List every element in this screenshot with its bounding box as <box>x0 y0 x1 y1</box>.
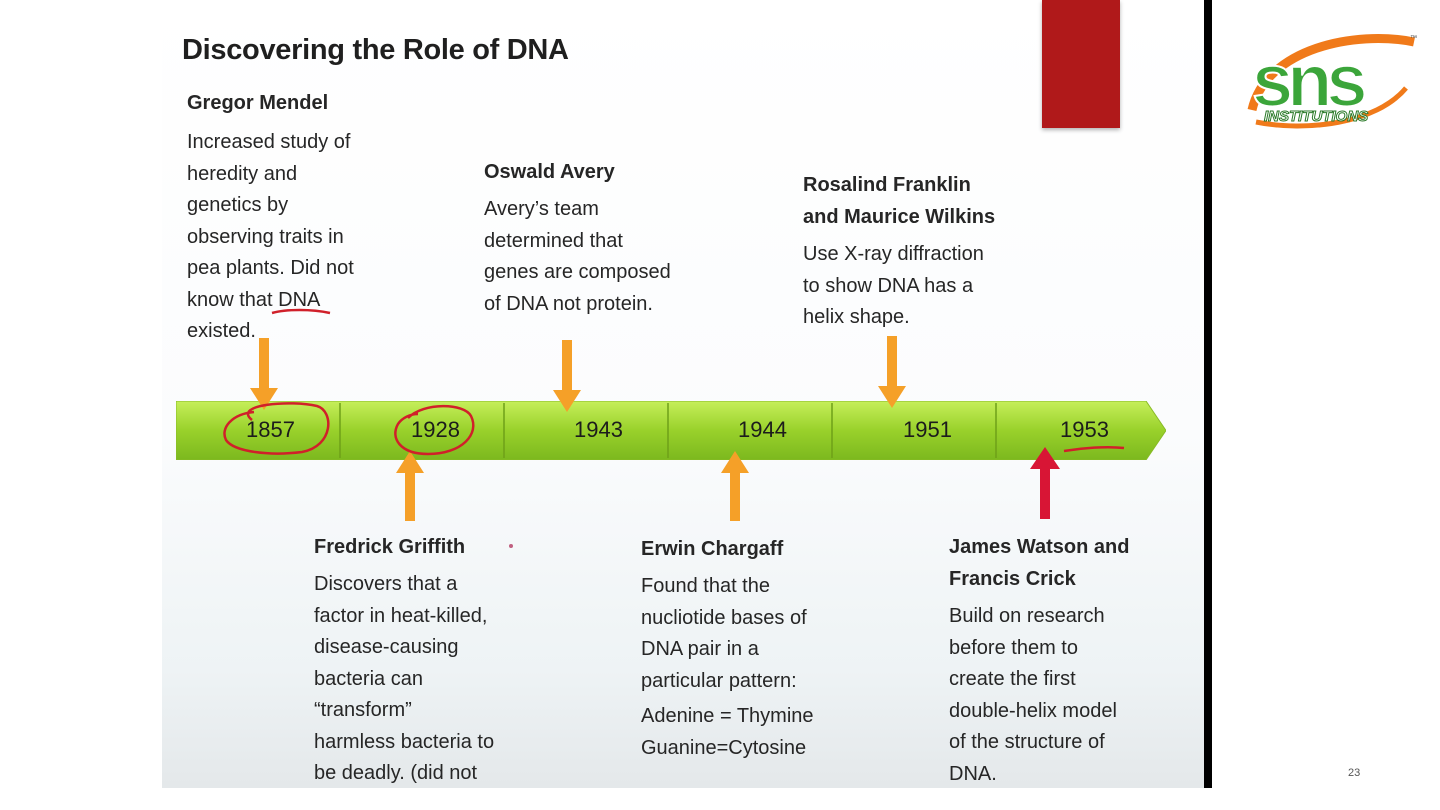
logo-letters: sns <box>1252 39 1365 122</box>
event-name: Erwin Chargaff <box>641 538 784 560</box>
slide-title: Discovering the Role of DNA <box>182 34 569 66</box>
ink-annotations-icon <box>223 308 1125 548</box>
event-name: Rosalind Franklin and Maurice Wilkins <box>803 174 996 228</box>
event-description: Build on research before them to create … <box>949 605 1117 785</box>
sns-logo: sns INSTITUTIONS ™ <box>1247 34 1417 129</box>
year-1928: 1928 <box>411 417 460 442</box>
arrow-up-icon <box>721 451 749 521</box>
event-name: James Watson and Francis Crick <box>949 536 1130 590</box>
event-description: Use X-ray diffraction to show DNA has a … <box>803 243 984 328</box>
timeline-bar <box>176 401 1166 460</box>
page-number: 23 <box>1348 767 1361 779</box>
logo-tm: ™ <box>1410 35 1417 42</box>
event-franklin-wilkins: Rosalind Franklin and Maurice Wilkins Us… <box>803 169 995 334</box>
event-name: Oswald Avery <box>484 161 615 183</box>
year-1953: 1953 <box>1060 417 1109 442</box>
year-1857: 1857 <box>246 417 295 442</box>
red-arrow-up-icon <box>1030 447 1060 519</box>
event-griffith: Fredrick Griffith Discovers that a facto… <box>314 531 494 788</box>
event-description: Discovers that a factor in heat-killed, … <box>314 573 495 784</box>
event-mendel: Gregor Mendel Increased study of heredit… <box>187 87 354 348</box>
event-avery: Oswald Avery Avery’s team determined tha… <box>484 156 671 320</box>
event-description: Increased study of heredity and genetics… <box>187 131 354 342</box>
year-1944: 1944 <box>738 417 787 442</box>
event-chargaff: Erwin Chargaff Found that the nucliotide… <box>641 533 814 764</box>
logo-subtitle: INSTITUTIONS <box>1264 108 1368 125</box>
event-description: Avery’s team determined that genes are c… <box>484 198 671 315</box>
slide-border <box>1204 0 1212 788</box>
event-name: Gregor Mendel <box>187 92 329 114</box>
event-watson-crick: James Watson and Francis Crick Build on … <box>949 531 1129 788</box>
arrow-down-icon <box>553 340 581 412</box>
arrow-down-icon <box>878 336 906 408</box>
arrow-up-icon <box>396 451 424 521</box>
year-1943: 1943 <box>574 417 623 442</box>
red-accent-block <box>1042 0 1120 128</box>
event-description: Found that the nucliotide bases of DNA p… <box>641 575 814 759</box>
slide: Discovering the Role of DNA Gregor Mende… <box>162 0 1204 788</box>
arrow-down-icon <box>250 338 278 410</box>
event-name: Fredrick Griffith <box>314 536 466 558</box>
year-1951: 1951 <box>903 417 952 442</box>
